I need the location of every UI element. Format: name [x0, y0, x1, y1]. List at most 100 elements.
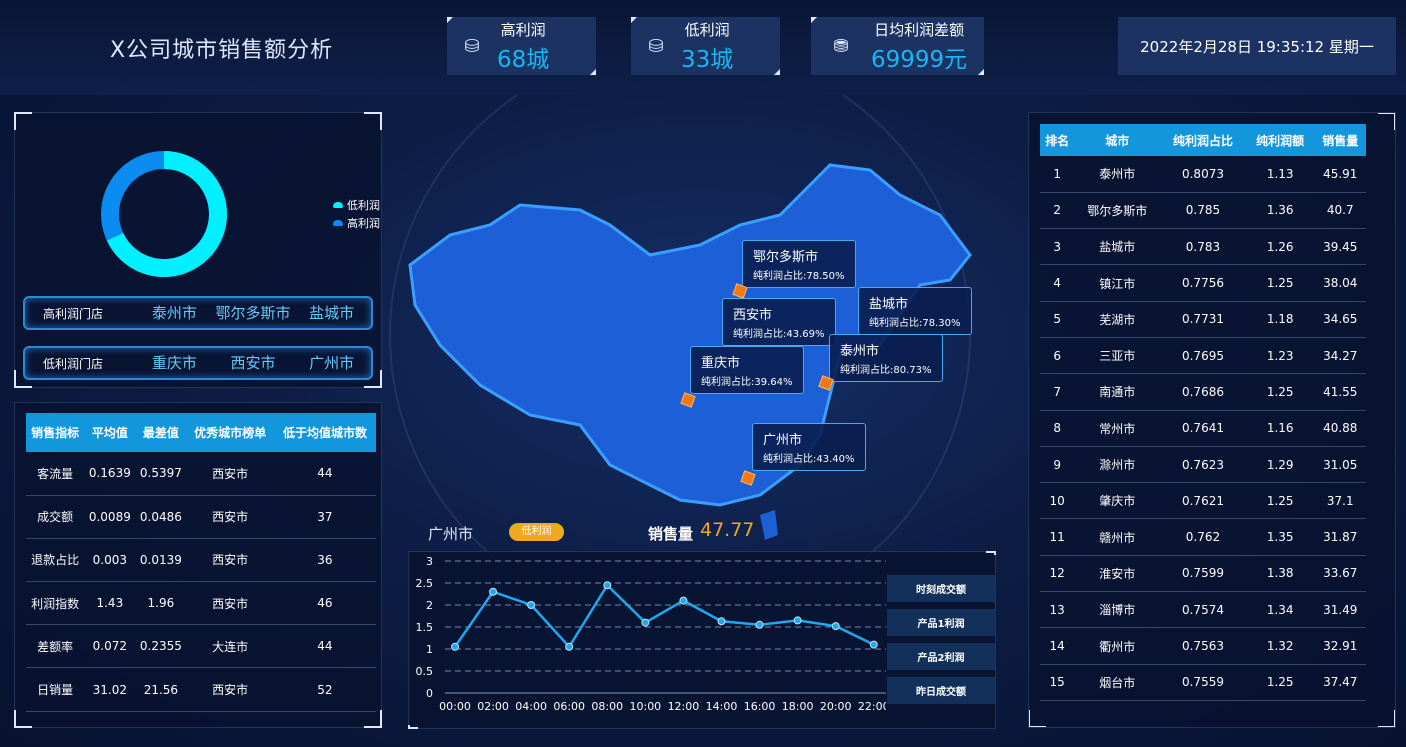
- table-row[interactable]: 成交额 0.0089 0.0486 西安市 37: [26, 495, 376, 539]
- map-label-city: 广州市: [763, 433, 803, 448]
- table-cell: 0.7563: [1160, 627, 1246, 665]
- table-cell: 0.783: [1160, 228, 1246, 266]
- table-cell: 14: [1040, 627, 1075, 665]
- map-label-ordos[interactable]: 鄂尔多斯市 纯利润占比:78.50%: [742, 240, 856, 288]
- map-label-yancheng[interactable]: 盐城市 纯利润占比:78.30%: [858, 287, 972, 335]
- table-cell: 12: [1040, 555, 1075, 593]
- table-row[interactable]: 6 三亚市 0.7695 1.23 34.27: [1040, 337, 1366, 375]
- table-cell: 33.67: [1314, 555, 1366, 593]
- column-header: 排名: [1040, 124, 1075, 156]
- table-row[interactable]: 4 镇江市 0.7756 1.25 38.04: [1040, 264, 1366, 302]
- table-cell: 三亚市: [1074, 337, 1161, 375]
- y-tick-label: 1.5: [416, 621, 434, 634]
- table-row[interactable]: 8 常州市 0.7641 1.16 40.88: [1040, 410, 1366, 447]
- table-cell: 5: [1040, 301, 1075, 338]
- map-label-guangzhou[interactable]: 广州市 纯利润占比:43.40%: [752, 423, 866, 471]
- store-city[interactable]: 重庆市: [151, 353, 197, 372]
- store-city[interactable]: 西安市: [230, 353, 276, 372]
- map-label-xian[interactable]: 西安市 纯利润占比:43.69%: [722, 298, 836, 346]
- table-row[interactable]: 13 淄博市 0.7574 1.34 31.49: [1040, 591, 1366, 629]
- table-cell: 1.16: [1245, 410, 1315, 447]
- coins-down-icon: ⛁: [648, 35, 664, 57]
- table-row[interactable]: 客流量 0.1639 0.5397 西安市 44: [26, 452, 376, 496]
- x-tick-label: 10:00: [629, 700, 661, 713]
- store-city[interactable]: 盐城市: [309, 303, 355, 322]
- table-cell: 西安市: [186, 667, 274, 712]
- column-header: 优秀城市榜单: [186, 413, 274, 452]
- column-header: 最差值: [135, 413, 187, 452]
- map-label-ratio: 纯利润占比:80.73%: [840, 365, 932, 376]
- x-tick-label: 12:00: [668, 700, 700, 713]
- table-cell: 0.7641: [1160, 410, 1246, 447]
- table-row[interactable]: 10 肇庆市 0.7621 1.25 37.1: [1040, 482, 1366, 520]
- store-label: 高利润门店: [43, 306, 104, 321]
- table-row[interactable]: 退款占比 0.003 0.0139 西安市 36: [26, 538, 376, 583]
- table-cell: 0.2355: [135, 624, 187, 669]
- table-cell: 46: [273, 581, 376, 626]
- table-cell: 44: [273, 452, 376, 496]
- table-cell: 31.05: [1314, 446, 1366, 484]
- table-cell: 0.0486: [135, 495, 187, 539]
- table-row[interactable]: 15 烟台市 0.7559 1.25 37.47: [1040, 664, 1366, 701]
- x-tick-label: 02:00: [477, 700, 509, 713]
- data-point: [869, 640, 878, 649]
- table-cell: 淄博市: [1074, 591, 1161, 629]
- store-city[interactable]: 广州市: [309, 353, 355, 372]
- chart-tab-product1-profit[interactable]: 产品1利润: [887, 609, 995, 636]
- data-point: [679, 596, 688, 605]
- column-header: 纯利润额: [1245, 124, 1315, 156]
- table-cell: 鄂尔多斯市: [1074, 192, 1161, 230]
- table-row[interactable]: 5 芜湖市 0.7731 1.18 34.65: [1040, 301, 1366, 338]
- kpi-high-profit: ⛁ 高利润 68城: [447, 17, 596, 75]
- table-cell: 0.8073: [1160, 156, 1246, 193]
- table-row[interactable]: 12 淮安市 0.7599 1.38 33.67: [1040, 555, 1366, 593]
- coins-up-icon: ⛁: [464, 35, 480, 57]
- table-row[interactable]: 利润指数 1.43 1.96 西安市 46: [26, 581, 376, 626]
- table-cell: 赣州市: [1074, 518, 1161, 556]
- map-label-taizhou[interactable]: 泰州市 纯利润占比:80.73%: [829, 334, 943, 382]
- table-row[interactable]: 日销量 31.02 21.56 西安市 52: [26, 667, 376, 712]
- table-cell: 镇江市: [1074, 264, 1161, 302]
- table-cell: 40.88: [1314, 410, 1366, 447]
- column-header: 城市: [1074, 124, 1161, 156]
- table-row[interactable]: 3 盐城市 0.783 1.26 39.45: [1040, 228, 1366, 266]
- table-cell: 1.18: [1245, 301, 1315, 338]
- table-row[interactable]: 7 南通市 0.7686 1.25 41.55: [1040, 373, 1366, 411]
- table-cell: 45.91: [1314, 156, 1366, 193]
- x-tick-label: 08:00: [591, 700, 623, 713]
- table-cell: 36: [273, 538, 376, 583]
- table-cell: 0.7695: [1160, 337, 1246, 375]
- chart-tab-product2-profit[interactable]: 产品2利润: [887, 643, 995, 670]
- store-city[interactable]: 泰州市: [151, 303, 197, 322]
- table-cell: 1.25: [1245, 264, 1315, 302]
- table-row[interactable]: 1 泰州市 0.8073 1.13 45.91: [1040, 156, 1366, 193]
- table-cell: 衢州市: [1074, 627, 1161, 665]
- kpi-daily-diff: ⛃ 日均利润差额 69999元: [811, 17, 984, 75]
- data-point: [451, 642, 459, 651]
- chart-tab-hourly-sales[interactable]: 时刻成交额: [887, 575, 995, 602]
- table-cell: 39.45: [1314, 228, 1366, 266]
- table-cell: 1: [1040, 156, 1075, 193]
- table-cell: 0.003: [84, 538, 136, 583]
- x-tick-label: 16:00: [744, 700, 776, 713]
- table-row[interactable]: 差额率 0.072 0.2355 大连市 44: [26, 624, 376, 669]
- chart-tab-yesterday-sales[interactable]: 昨日成交额: [887, 677, 995, 704]
- map-label-ratio: 纯利润占比:78.30%: [869, 318, 961, 329]
- store-city[interactable]: 鄂尔多斯市: [215, 305, 291, 321]
- map-label-ratio: 纯利润占比:43.69%: [733, 329, 825, 340]
- table-row[interactable]: 14 衢州市 0.7563 1.32 32.91: [1040, 627, 1366, 665]
- table-row[interactable]: 2 鄂尔多斯市 0.785 1.36 40.7: [1040, 192, 1366, 230]
- profit-donut-panel: 低利润 高利润: [14, 112, 382, 388]
- sales-label: 销售量: [648, 525, 694, 543]
- table-row[interactable]: 9 滁州市 0.7623 1.29 31.05: [1040, 446, 1366, 484]
- table-cell: 1.25: [1245, 664, 1315, 701]
- detail-badge: 低利润: [509, 523, 564, 541]
- column-header: 销售指标: [26, 413, 85, 452]
- table-cell: 盐城市: [1074, 228, 1161, 266]
- y-tick-label: 1: [426, 643, 433, 656]
- table-cell: 0.7599: [1160, 555, 1246, 593]
- table-row[interactable]: 11 赣州市 0.762 1.35 31.87: [1040, 518, 1366, 556]
- map-label-chongqing[interactable]: 重庆市 纯利润占比:39.64%: [690, 346, 804, 394]
- map-label-city: 重庆市: [701, 356, 741, 371]
- table-cell: 1.43: [84, 581, 136, 626]
